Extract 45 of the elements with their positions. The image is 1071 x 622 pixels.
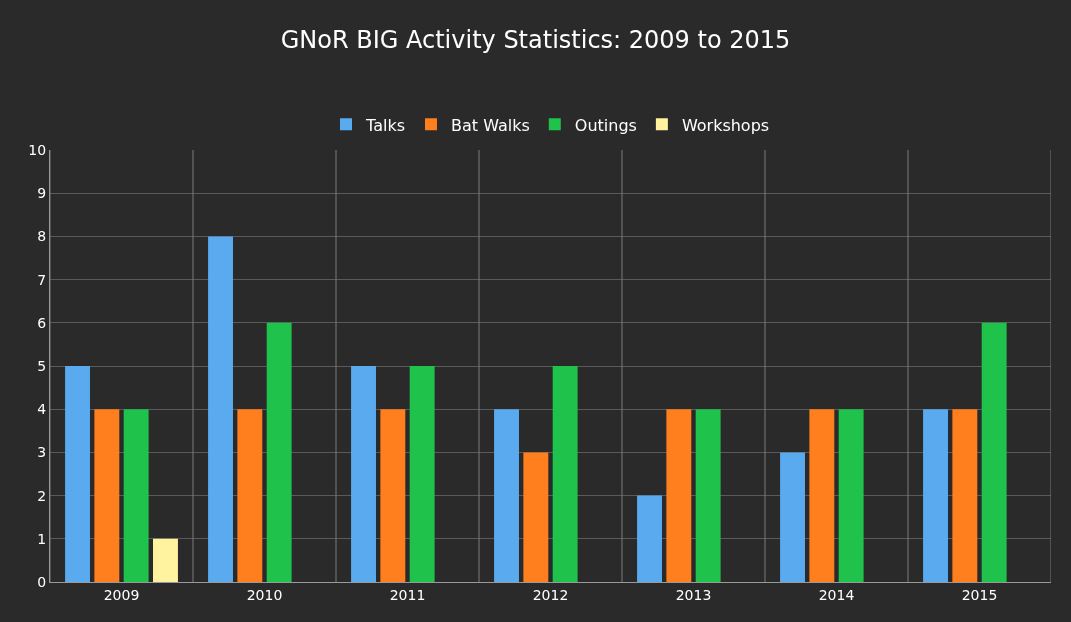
x-tick-label: 2009 [103, 586, 140, 603]
y-tick-label: 4 [37, 401, 47, 418]
bar [780, 452, 805, 582]
x-tick-label: 2010 [246, 586, 283, 603]
bar [494, 409, 519, 582]
bar [552, 366, 578, 582]
y-tick-label: 3 [37, 444, 47, 461]
x-tick-label: 2013 [675, 586, 712, 603]
legend-label: Talks [365, 115, 405, 135]
bar [838, 409, 864, 582]
bar [695, 409, 721, 582]
bar [952, 409, 978, 582]
bar [351, 366, 376, 582]
bar [380, 409, 406, 582]
bar [923, 409, 948, 582]
bar [94, 409, 120, 582]
bar [637, 495, 662, 582]
x-tick-label: 2014 [818, 586, 855, 603]
bar [65, 366, 90, 582]
x-tick-label: 2015 [961, 586, 998, 603]
bar [266, 322, 292, 582]
legend-label: Workshops [681, 115, 770, 135]
bar [208, 236, 233, 582]
bar [981, 322, 1007, 582]
y-tick-label: 7 [37, 271, 47, 288]
bar [237, 409, 263, 582]
y-tick-label: 0 [37, 573, 47, 590]
y-tick-label: 9 [37, 185, 47, 202]
bar [123, 409, 149, 582]
y-tick-label: 5 [37, 357, 47, 374]
y-tick-label: 8 [37, 228, 47, 245]
bar [153, 538, 178, 582]
y-tick-label: 1 [37, 530, 47, 547]
y-tick-label: 6 [37, 314, 47, 331]
bar [409, 366, 435, 582]
x-tick-label: 2011 [389, 586, 426, 603]
x-tick-label: 2012 [532, 586, 569, 603]
legend-label: Outings [574, 115, 637, 135]
bar [809, 409, 835, 582]
bar [666, 409, 692, 582]
chart-title: GNoR BIG Activity Statistics: 2009 to 2015 [280, 25, 791, 54]
legend-label: Bat Walks [450, 115, 530, 135]
y-tick-label: 2 [37, 487, 47, 504]
bar [523, 452, 549, 582]
y-tick-label: 10 [28, 141, 47, 158]
